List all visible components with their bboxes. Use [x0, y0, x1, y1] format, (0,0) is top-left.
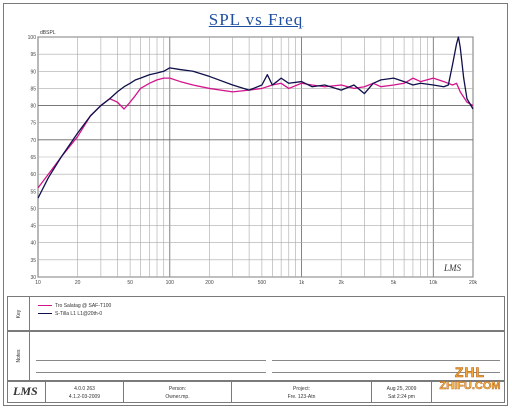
y-tick-label: 90	[30, 69, 36, 75]
footer-bar: LMS 4.0.0 263 4.1.2-03-2009 Person: Owne…	[7, 381, 505, 403]
x-tick-label: 20k	[469, 280, 478, 286]
y-tick-label: 55	[30, 189, 36, 195]
footer-person-value: Owner.mp.	[165, 394, 190, 400]
y-tick-label: 100	[28, 35, 37, 41]
x-tick-label: 10	[35, 280, 41, 286]
chart-frame	[3, 3, 508, 406]
y-unit-label: dBSPL	[40, 30, 56, 36]
legend-row: Key Tro Salatag @ SAF-T100 S-Tilla L1 L1…	[7, 296, 505, 331]
y-tick-label: 40	[30, 241, 36, 247]
plot-grid	[37, 36, 474, 278]
spl-plot: 30 35 40 45 50 55 60 65 70 75 80 85 90 95 100 10 20 50 100…	[28, 35, 478, 286]
legend-text: Tro Salatag @ SAF-T100	[55, 303, 112, 309]
y-tick-label: 65	[30, 155, 36, 161]
series-line-1	[37, 77, 474, 189]
footer-version: 4.0.0 263	[74, 386, 95, 392]
y-tick-label: 70	[30, 138, 36, 144]
footer-build: 4.1.2-03-2009	[68, 394, 101, 400]
lower-panel: Key Tro Salatag @ SAF-T100 S-Tilla L1 L1…	[7, 296, 505, 406]
y-tick-label: 35	[30, 258, 36, 264]
footer-date-cell: Aug 25, 2009 Sat 2:24 pm	[372, 382, 432, 402]
legend-item: Tro Salatag @ SAF-T100	[38, 303, 111, 309]
footer-time: Sat 2:24 pm	[388, 394, 415, 400]
note-line	[36, 360, 266, 361]
tick-labels: 30 35 40 45 50 55 60 65 70 75 80 85 90 95 100 10 20 50 100…	[28, 35, 478, 286]
note-line	[272, 360, 500, 361]
y-tick-label: 50	[30, 206, 36, 212]
footer-project-value: Fre. 123-Atn	[287, 394, 316, 400]
legend-item: S-Tilla L1 L1@20th-0	[38, 311, 102, 317]
y-tick-label: 60	[30, 172, 36, 178]
x-tick-label: 500	[258, 280, 267, 286]
footer-logo-cell: LMS	[8, 382, 46, 402]
x-tick-label: 100	[166, 280, 175, 286]
footer-project-cell: Project: Fre. 123-Atn	[232, 382, 372, 402]
site-watermark: ZHL ZHIFU.COM	[437, 364, 503, 400]
x-tick-label: 1k	[299, 280, 305, 286]
legend-swatch-pink	[38, 305, 52, 307]
footer-info-cell: 4.0.0 263 4.1.2-03-2009	[46, 382, 124, 402]
note-line	[36, 372, 266, 373]
x-tick-label: 200	[205, 280, 214, 286]
y-tick-label: 80	[30, 104, 36, 110]
series-group	[37, 36, 474, 199]
footer-project-label: Project:	[293, 386, 310, 392]
notes-row-label: Notes	[8, 332, 30, 380]
y-tick-label: 75	[30, 121, 36, 127]
footer-date: Aug 25, 2009	[386, 386, 417, 392]
x-tick-label: 5k	[391, 280, 397, 286]
legend-swatch-navy	[38, 313, 52, 315]
legend-row-label: Key	[8, 297, 30, 330]
footer-person-cell: Person: Owner.mp.	[124, 382, 232, 402]
x-tick-label: 20	[75, 280, 81, 286]
legend-text: S-Tilla L1 L1@20th-0	[55, 311, 103, 317]
y-tick-label: 95	[30, 52, 36, 58]
x-tick-label: 2k	[339, 280, 345, 286]
footer-person-label: Person:	[168, 386, 187, 392]
y-tick-label: 85	[30, 86, 36, 92]
x-tick-label: 10k	[429, 280, 438, 286]
chart-title: SPL vs Freq	[208, 10, 304, 29]
note-line	[272, 372, 500, 373]
watermark-line1: ZHL	[454, 364, 486, 381]
footer-logo: LMS	[13, 384, 38, 398]
watermark-line2: ZHIFU.COM	[439, 380, 501, 393]
series-line-2	[37, 36, 474, 199]
notes-row: Notes	[7, 331, 505, 381]
x-tick-label: 50	[127, 280, 133, 286]
plot-logo: LMS	[443, 263, 462, 273]
y-tick-label: 30	[30, 275, 36, 281]
y-tick-label: 45	[30, 224, 36, 230]
